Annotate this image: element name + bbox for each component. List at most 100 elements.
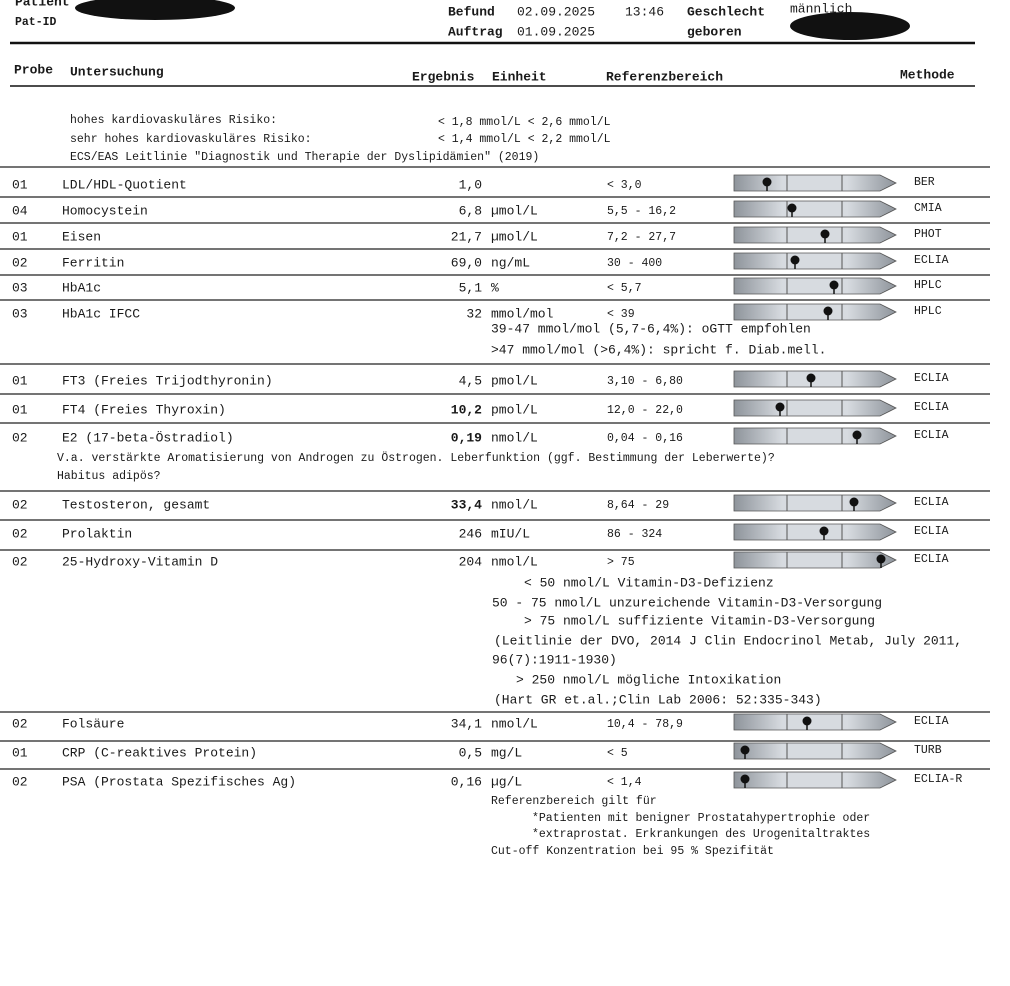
- note: 50 - 75 nmol/L unzureichende Vitamin-D3-…: [492, 595, 882, 610]
- reference-bar: [733, 427, 897, 445]
- marker: [790, 255, 800, 265]
- reference: < 5,7: [607, 282, 642, 295]
- probe: 02: [12, 526, 28, 541]
- reference: 12,0 - 22,0: [607, 404, 683, 417]
- note: 39-47 mmol/mol (5,7-6,4%): oGTT empfohle…: [491, 321, 811, 336]
- test-name: LDL/HDL-Quotient: [62, 177, 187, 192]
- marker: [762, 177, 772, 187]
- note: < 50 nmol/L Vitamin-D3-Defizienz: [524, 575, 774, 590]
- note: > 250 nmol/L mögliche Intoxikation: [516, 672, 781, 687]
- reference: 0,04 - 0,16: [607, 432, 683, 445]
- marker: [819, 526, 829, 536]
- test-name: Prolaktin: [62, 526, 132, 541]
- note: *extraprostat. Erkrankungen des Urogenit…: [532, 828, 870, 841]
- reference-bar: [733, 771, 897, 789]
- reference: > 75: [607, 556, 635, 569]
- redaction: [75, 0, 235, 20]
- redaction: [790, 12, 910, 40]
- marker: [849, 497, 859, 507]
- unit: µmol/L: [491, 229, 538, 244]
- method: HPLC: [914, 279, 942, 292]
- reference: 3,10 - 6,80: [607, 375, 683, 388]
- test-name: Ferritin: [62, 255, 124, 270]
- test-name: Homocystein: [62, 203, 148, 218]
- marker: [852, 430, 862, 440]
- reference-bar: [733, 303, 897, 321]
- note: >47 mmol/mol (>6,4%): spricht f. Diab.me…: [491, 342, 826, 357]
- note: (Hart GR et.al.;Clin Lab 2006: 52:335-34…: [494, 692, 822, 707]
- marker: [802, 716, 812, 726]
- test-name: PSA (Prostata Spezifisches Ag): [62, 774, 296, 789]
- result: 69,0: [451, 255, 482, 270]
- intro-ref: < 1,4 mmol/L < 2,2 mmol/L: [438, 133, 611, 146]
- reference: < 39: [607, 308, 635, 321]
- method: TURB: [914, 744, 942, 757]
- result: 10,2: [451, 402, 482, 417]
- result: 4,5: [459, 373, 482, 388]
- reference-bar: [733, 226, 897, 244]
- method: ECLIA: [914, 553, 949, 566]
- probe: 01: [12, 373, 28, 388]
- probe: 02: [12, 497, 28, 512]
- result: 6,8: [459, 203, 482, 218]
- method: ECLIA: [914, 496, 949, 509]
- result: 0,16: [451, 774, 482, 789]
- reference: < 1,4: [607, 776, 642, 789]
- method: ECLIA: [914, 401, 949, 414]
- geboren-label: geboren: [687, 24, 742, 39]
- unit: nmol/L: [491, 716, 538, 731]
- marker: [829, 280, 839, 290]
- col-ergebnis: Ergebnis: [412, 69, 475, 84]
- unit: nmol/L: [491, 554, 538, 569]
- probe: 02: [12, 716, 28, 731]
- reference: 10,4 - 78,9: [607, 718, 683, 731]
- reference-bar: [733, 523, 897, 541]
- result: 32: [466, 306, 482, 321]
- reference-bar: [733, 200, 897, 218]
- note: Referenzbereich gilt für: [491, 795, 657, 808]
- unit: ng/mL: [491, 255, 530, 270]
- col-methode: Methode: [900, 67, 955, 82]
- intro-text: sehr hohes kardiovaskuläres Risiko:: [70, 133, 312, 146]
- unit: nmol/L: [491, 497, 538, 512]
- result: 34,1: [451, 716, 482, 731]
- method: ECLIA: [914, 254, 949, 267]
- unit: nmol/L: [491, 430, 538, 445]
- reference: 7,2 - 27,7: [607, 231, 676, 244]
- col-einheit: Einheit: [492, 69, 547, 84]
- befund-time: 13:46: [625, 4, 664, 19]
- reference: < 3,0: [607, 179, 642, 192]
- method: BER: [914, 176, 935, 189]
- test-name: Testosteron, gesamt: [62, 497, 210, 512]
- unit: µmol/L: [491, 203, 538, 218]
- probe: 01: [12, 177, 28, 192]
- probe: 03: [12, 280, 28, 295]
- unit: pmol/L: [491, 373, 538, 388]
- test-name: 25-Hydroxy-Vitamin D: [62, 554, 218, 569]
- befund-date: 02.09.2025: [517, 4, 595, 19]
- method: HPLC: [914, 305, 942, 318]
- unit: µg/L: [491, 774, 522, 789]
- marker: [806, 373, 816, 383]
- intro-text: ECS/EAS Leitlinie "Diagnostik und Therap…: [70, 151, 539, 164]
- reference-bar: [733, 399, 897, 417]
- result: 0,19: [451, 430, 482, 445]
- probe: 02: [12, 774, 28, 789]
- probe: 02: [12, 430, 28, 445]
- result: 204: [459, 554, 483, 569]
- probe: 01: [12, 402, 28, 417]
- result: 0,5: [459, 745, 482, 760]
- unit: pmol/L: [491, 402, 538, 417]
- note: 96(7):1911-1930): [492, 652, 617, 667]
- intro-ref: < 1,8 mmol/L < 2,6 mmol/L: [438, 116, 611, 129]
- test-name: Folsäure: [62, 716, 124, 731]
- reference: < 5: [607, 747, 628, 760]
- auftrag-date: 01.09.2025: [517, 24, 595, 39]
- method: ECLIA: [914, 429, 949, 442]
- marker: [876, 554, 886, 564]
- method: ECLIA: [914, 715, 949, 728]
- reference: 86 - 324: [607, 528, 662, 541]
- method: ECLIA-R: [914, 773, 962, 786]
- reference-bar: [733, 174, 897, 192]
